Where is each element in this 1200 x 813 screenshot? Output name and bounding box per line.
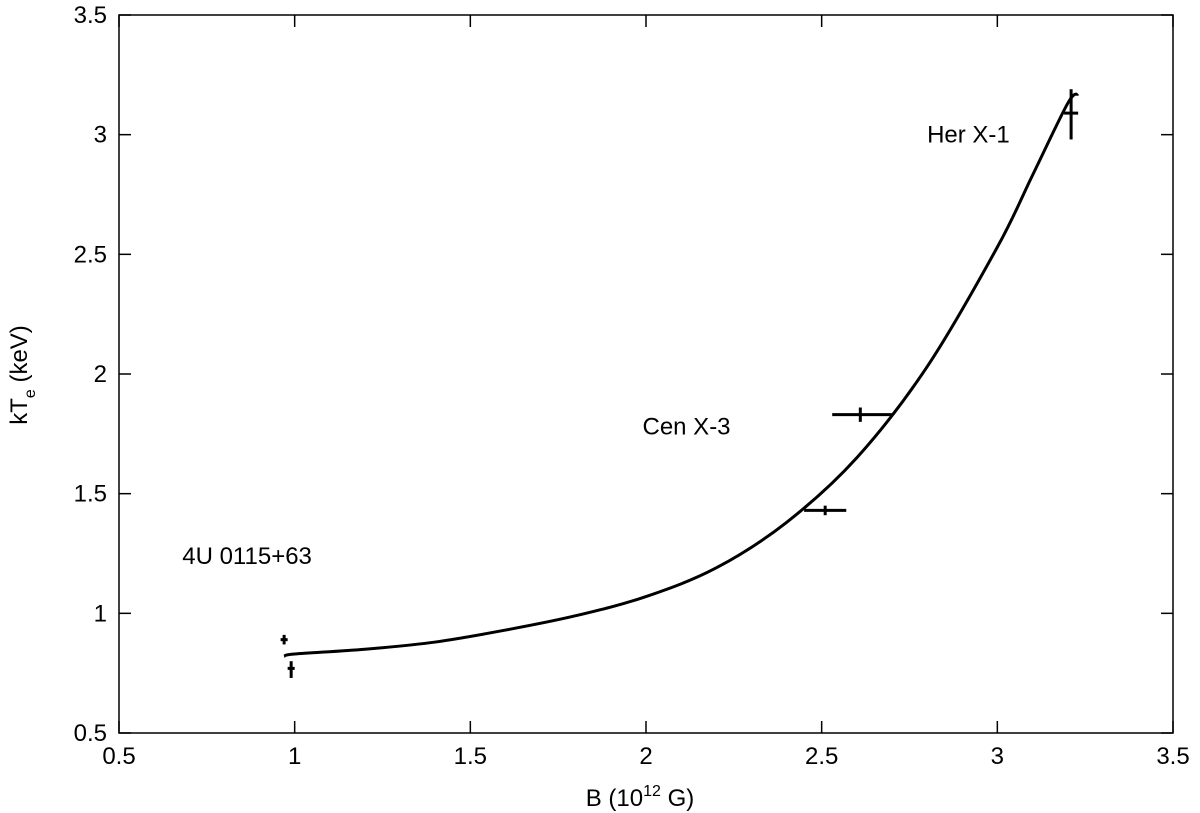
tick-labels-group: 0.5 1 1.5 2 2.5 3 3.5 0.5 1 1.5 2 2.5 3 3.5 [74,2,1190,770]
data-point [804,505,847,516]
y-axis-label: kTe (keV) [6,325,39,425]
points-group [280,89,1079,678]
plot-frame [118,14,1174,734]
x-tick-label: 3 [991,743,1004,770]
y-axis-label-base: kT [6,398,33,425]
x-axis-label-superscript: 12 [643,783,661,800]
ticks-group [118,14,1174,734]
x-tick-label: 3.5 [1156,743,1189,770]
y-tick-label: 1.5 [74,481,107,508]
y-axis-label-subscript: e [22,389,39,398]
source-annotation: 4U 0115+63 [182,543,312,570]
y-axis-label-rest: (keV) [6,325,33,389]
x-axis-label: B (1012 G) [586,783,695,812]
y-tick-label: 3.5 [74,2,107,29]
x-axis-label-base: B (10 [586,785,643,812]
x-tick-label: 2 [639,743,652,770]
source-annotation: Cen X-3 [642,414,730,441]
y-tick-label: 2.5 [74,241,107,268]
x-tick-label: 1.5 [454,743,487,770]
fit-curve [283,92,1080,658]
data-point [832,407,892,422]
x-tick-label: 0.5 [102,743,135,770]
x-axis-label-rest: G) [661,785,694,812]
x-tick-label: 1 [288,743,301,770]
source-annotation: Her X-1 [927,122,1010,149]
plot-frame-group [118,14,1174,734]
annotations-group: 4U 0115+63 Cen X-3 Her X-1 [182,122,1010,570]
y-tick-label: 1 [94,600,107,627]
y-tick-label: 3 [94,122,107,149]
data-point [287,661,295,678]
data-point [280,634,288,645]
data-point [1064,89,1079,140]
x-tick-label: 2.5 [805,743,838,770]
y-tick-label: 0.5 [74,720,107,747]
y-tick-label: 2 [94,361,107,388]
